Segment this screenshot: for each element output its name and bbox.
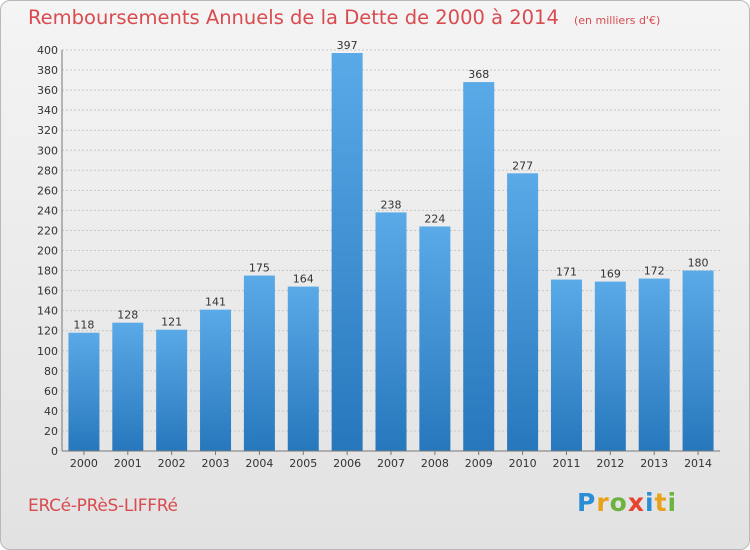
y-tick-label: 180 <box>37 265 58 278</box>
y-tick-label: 200 <box>37 245 58 258</box>
bar <box>112 322 144 451</box>
bar-value-label: 164 <box>293 273 314 286</box>
y-tick-label: 40 <box>44 405 58 418</box>
x-tick-label: 2014 <box>684 457 712 470</box>
x-tick-label: 2006 <box>333 457 361 470</box>
proxiti-logo[interactable]: Proxiti <box>577 488 678 517</box>
title-text: Remboursements Annuels de la Dette de 20… <box>28 6 559 29</box>
y-tick-label: 120 <box>37 325 58 338</box>
y-tick-label: 0 <box>51 445 58 458</box>
bar <box>331 53 363 451</box>
bar-value-label: 118 <box>73 319 94 332</box>
bar-value-label: 180 <box>688 257 709 270</box>
title-unit: (en milliers d'€) <box>573 14 661 27</box>
commune-name: ERCé-PRèS-LIFFRé <box>28 496 178 516</box>
y-tick-label: 240 <box>37 204 58 217</box>
bar <box>243 275 275 451</box>
x-tick-label: 2001 <box>114 457 142 470</box>
bar <box>507 173 539 451</box>
y-tick-label: 400 <box>37 44 58 57</box>
y-tick-label: 140 <box>37 305 58 318</box>
x-tick-label: 2011 <box>552 457 580 470</box>
y-tick-label: 300 <box>37 144 58 157</box>
bar <box>638 278 670 451</box>
bar-value-label: 368 <box>468 68 489 81</box>
x-tick-label: 2010 <box>509 457 537 470</box>
bar <box>550 279 582 451</box>
bar <box>156 329 188 451</box>
y-tick-label: 380 <box>37 64 58 77</box>
bar-value-label: 397 <box>337 39 358 52</box>
bar <box>463 82 495 451</box>
bar-value-label: 238 <box>381 198 402 211</box>
bar-value-label: 141 <box>205 296 226 309</box>
bar-value-label: 224 <box>424 212 445 225</box>
y-tick-label: 320 <box>37 124 58 137</box>
x-tick-label: 2012 <box>596 457 624 470</box>
bar-value-label: 171 <box>556 266 577 279</box>
bar-value-label: 172 <box>644 265 665 278</box>
bar-value-label: 277 <box>512 159 533 172</box>
bar <box>682 270 714 451</box>
bar <box>419 226 451 451</box>
bar-value-label: 175 <box>249 262 270 275</box>
bar-value-label: 128 <box>117 309 138 322</box>
x-tick-label: 2004 <box>245 457 273 470</box>
y-tick-label: 100 <box>37 345 58 358</box>
y-tick-label: 340 <box>37 104 58 117</box>
x-axis: 2000 2001 2002 2003 2004 2005 2006 2007 2008 2009… <box>62 450 720 470</box>
y-tick-label: 280 <box>37 164 58 177</box>
x-tick-label: 2008 <box>421 457 449 470</box>
y-tick-label: 160 <box>37 285 58 298</box>
x-tick-label: 2000 <box>70 457 98 470</box>
bar <box>287 286 319 451</box>
bar <box>200 309 232 451</box>
y-tick-label: 260 <box>37 184 58 197</box>
y-tick-label: 220 <box>37 224 58 237</box>
x-tick-label: 2002 <box>158 457 186 470</box>
x-tick-label: 2003 <box>202 457 230 470</box>
chart-title: Remboursements Annuels de la Dette de 20… <box>28 6 660 29</box>
x-tick-label: 2007 <box>377 457 405 470</box>
y-axis: 0 20 40 60 80 100 120 140 160 180 200 220 240 260 280 3… <box>37 44 63 458</box>
x-tick-label: 2013 <box>640 457 668 470</box>
bar <box>68 332 100 451</box>
bar <box>375 212 407 451</box>
bar <box>594 281 626 451</box>
y-tick-label: 60 <box>44 385 58 398</box>
y-tick-label: 80 <box>44 365 58 378</box>
bar-value-label: 121 <box>161 316 182 329</box>
x-tick-label: 2005 <box>289 457 317 470</box>
y-tick-label: 360 <box>37 84 58 97</box>
bars: 118 128 121 141 175 164 397 238 224 368 277 171 169 1… <box>68 39 714 451</box>
bar-value-label: 169 <box>600 268 621 281</box>
y-tick-label: 20 <box>44 425 58 438</box>
x-tick-label: 2009 <box>465 457 493 470</box>
